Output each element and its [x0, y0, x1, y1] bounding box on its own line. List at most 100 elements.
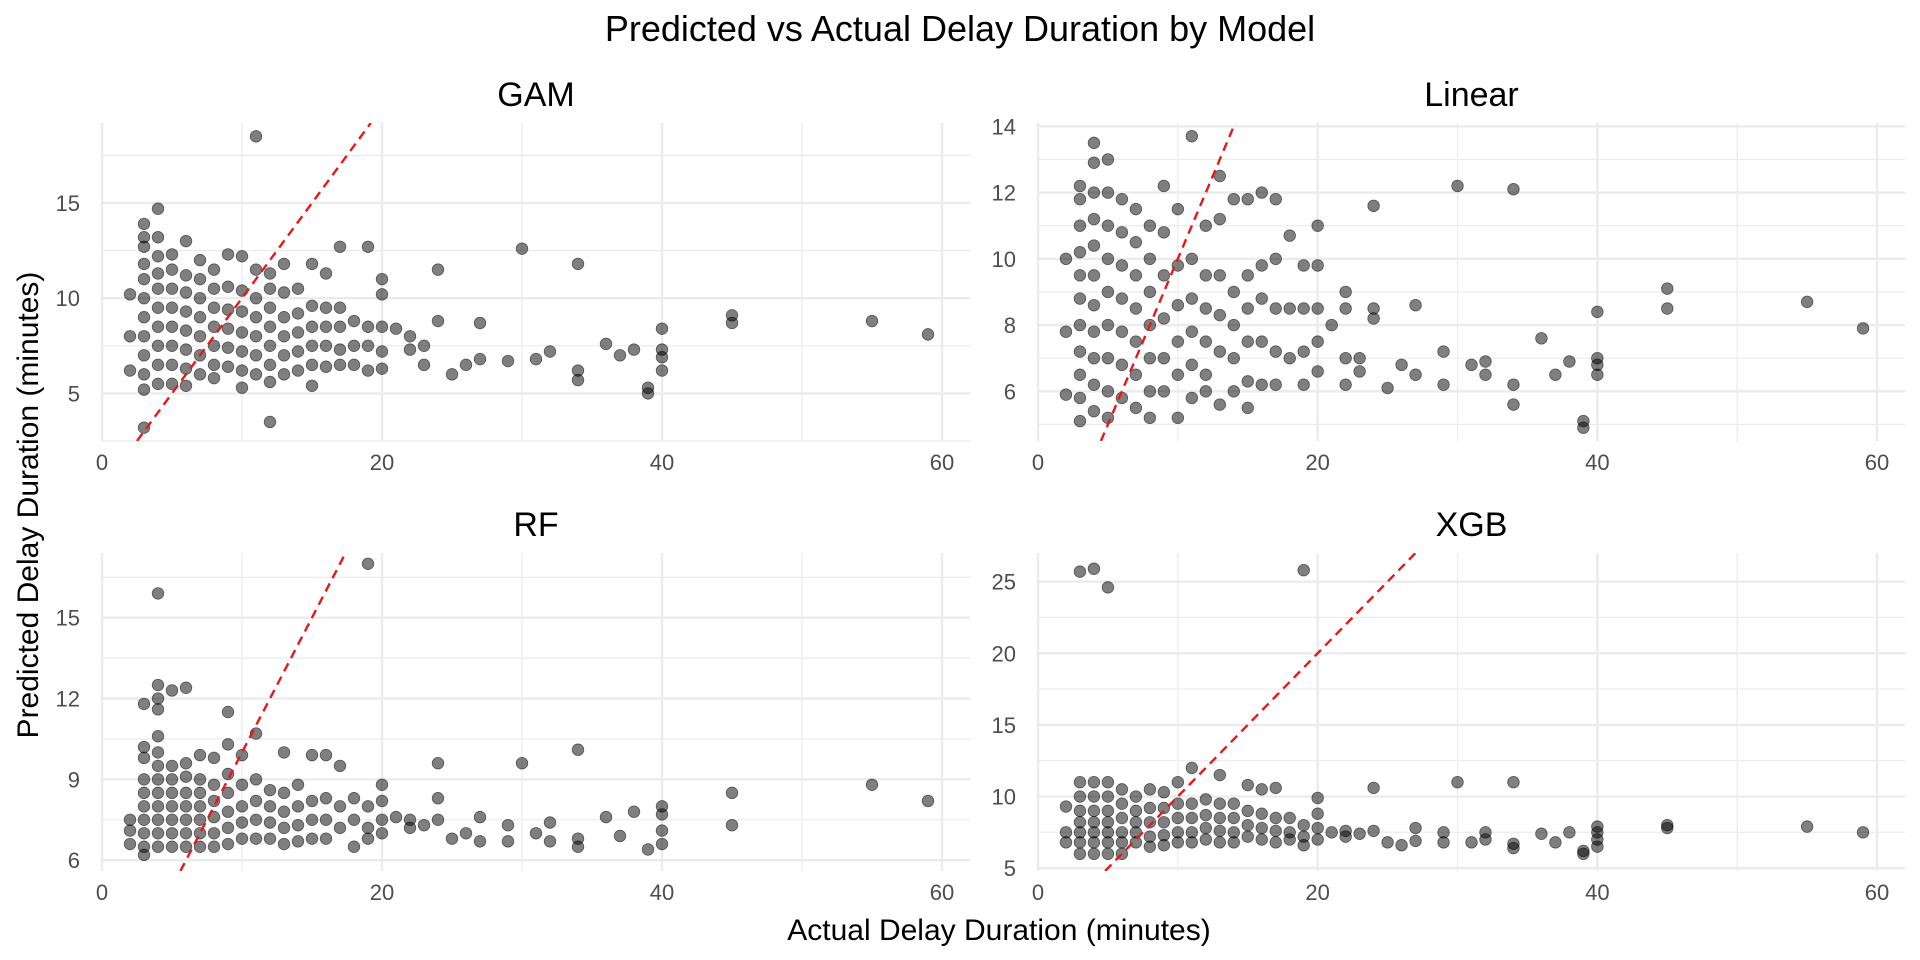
data-point [1856, 826, 1870, 839]
data-point [165, 358, 179, 372]
data-point [1325, 826, 1338, 839]
x-tick-label: 40 [650, 880, 674, 905]
data-point [1339, 378, 1352, 391]
data-point [249, 773, 263, 786]
data-point [333, 821, 347, 835]
y-tick-label: 12 [992, 181, 1016, 206]
data-point [319, 360, 333, 373]
data-point [641, 387, 655, 400]
data-point [1199, 368, 1213, 381]
data-point [263, 816, 277, 829]
data-point [1213, 212, 1226, 226]
data-point [319, 339, 333, 352]
data-point [501, 835, 515, 848]
data-point [1577, 847, 1590, 861]
data-point [1437, 378, 1450, 391]
y-tick-label: 20 [992, 641, 1016, 666]
data-point [515, 757, 529, 770]
data-point [1213, 345, 1226, 358]
data-point [263, 375, 277, 389]
data-point [543, 816, 557, 829]
y-tick-label: 5 [68, 381, 80, 406]
data-point [1269, 378, 1282, 391]
data-point [1255, 833, 1268, 846]
data-point [151, 703, 165, 716]
data-point [277, 746, 291, 759]
data-point [277, 311, 291, 324]
data-point [221, 821, 235, 835]
data-point [305, 794, 319, 808]
data-point [151, 358, 165, 372]
data-point [1185, 761, 1199, 775]
x-tick-label: 60 [1865, 450, 1889, 475]
x-tick-label: 40 [1585, 450, 1609, 475]
data-point [1185, 358, 1199, 372]
data-point [1199, 385, 1213, 398]
data-point [277, 349, 291, 362]
data-point [1129, 335, 1143, 348]
y-axis-label: Predicted Delay Duration (minutes) [12, 272, 45, 739]
points-gam [123, 130, 935, 434]
y-tick-label: 15 [56, 606, 80, 631]
data-point [179, 286, 193, 299]
data-point [1087, 562, 1101, 575]
data-point [1549, 368, 1562, 381]
data-point [1073, 269, 1087, 282]
data-point [137, 800, 151, 813]
data-point [571, 743, 585, 756]
data-point [1213, 824, 1226, 838]
data-point [1479, 355, 1492, 368]
data-point [1297, 563, 1310, 577]
data-point [529, 352, 543, 366]
data-point [1157, 179, 1171, 193]
data-point [305, 320, 319, 333]
data-point [655, 322, 669, 335]
data-point [361, 832, 375, 845]
data-point [1661, 821, 1674, 835]
data-point [1101, 847, 1115, 861]
data-point [235, 345, 249, 358]
data-point [137, 383, 151, 396]
y-tick-label: 12 [56, 687, 80, 712]
data-point [249, 311, 263, 324]
data-point [1073, 318, 1087, 332]
data-point [151, 773, 165, 786]
data-point [1157, 786, 1171, 799]
data-point [207, 827, 221, 840]
data-point [1143, 252, 1157, 266]
data-point [319, 832, 333, 845]
data-point [1115, 836, 1129, 849]
data-point [1171, 368, 1185, 381]
data-point [1255, 807, 1268, 820]
data-point [1129, 269, 1143, 282]
data-point [403, 343, 417, 356]
data-point [655, 364, 669, 377]
y-tick-label: 10 [56, 286, 80, 311]
x-tick-label: 60 [930, 450, 954, 475]
data-point [263, 267, 277, 280]
data-point [137, 813, 151, 826]
y-tick-label: 6 [68, 848, 80, 873]
data-point [389, 810, 403, 824]
data-point [613, 349, 627, 362]
data-point [417, 358, 431, 372]
x-tick-label: 60 [930, 880, 954, 905]
data-point [375, 272, 389, 286]
data-point [1409, 368, 1422, 381]
data-point [263, 282, 277, 295]
data-point [627, 805, 641, 818]
data-point [137, 848, 151, 862]
data-point [1297, 818, 1310, 832]
data-point [193, 813, 207, 826]
y-tick-label: 10 [992, 247, 1016, 272]
data-point [1157, 312, 1171, 325]
data-point [1661, 282, 1674, 295]
data-point [375, 288, 389, 301]
panel-gam: 0 20 40 60 5 10 15 GAM [56, 76, 970, 475]
data-point [1073, 565, 1087, 578]
y-tick-label: 9 [68, 767, 80, 792]
data-point [165, 800, 179, 813]
data-point [1381, 381, 1394, 395]
data-point [1087, 404, 1101, 418]
data-point [1297, 378, 1310, 391]
